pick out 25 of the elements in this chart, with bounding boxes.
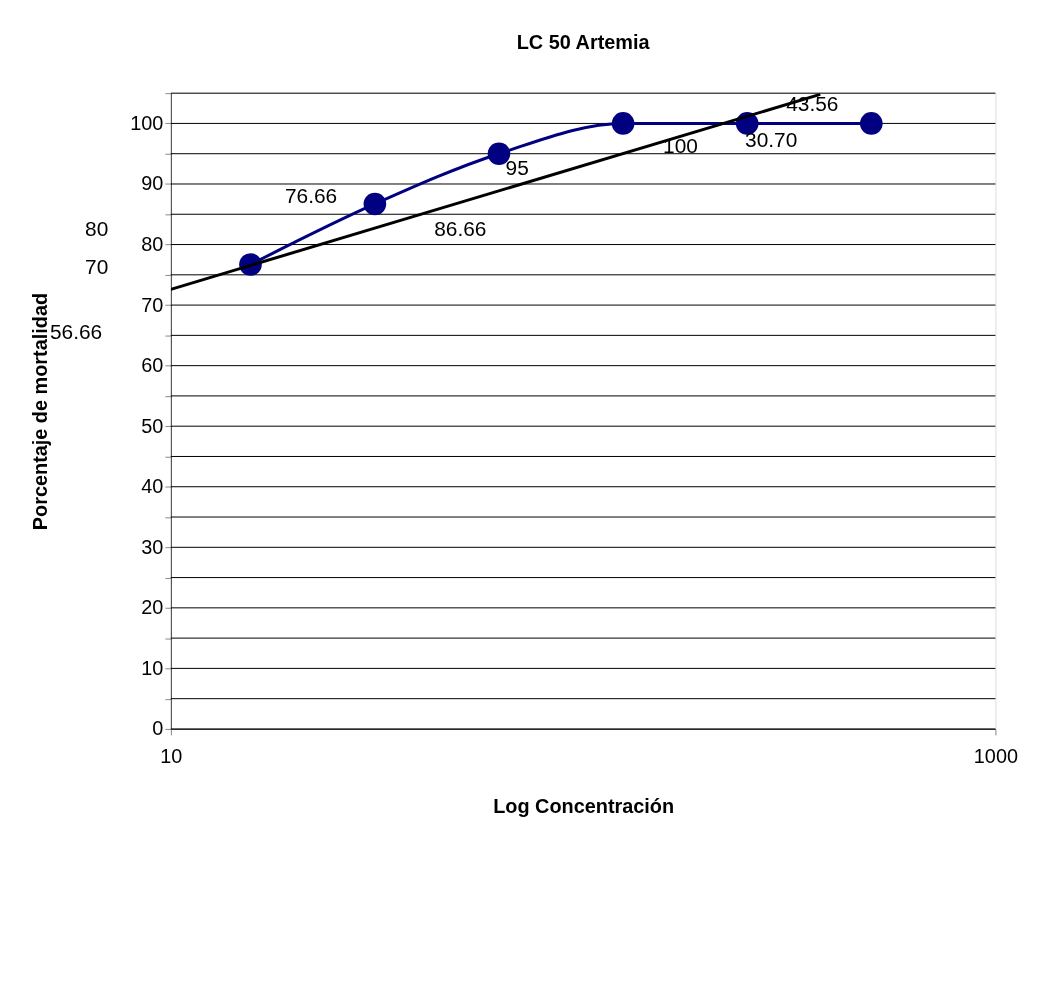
y-tick-label: 20 — [141, 596, 164, 619]
y-tick-label: 60 — [141, 354, 164, 377]
x-tick-label: 1000 — [973, 745, 1018, 768]
point — [363, 192, 387, 216]
annotation: 86.66 — [434, 216, 487, 240]
chart-title: LC 50 Artemia — [516, 30, 651, 53]
text: 56.66 — [49, 320, 103, 344]
text: 70 — [85, 254, 109, 278]
y-tick-label: 70 — [141, 293, 164, 316]
text: 80 — [85, 216, 109, 240]
y-tick-label: 40 — [141, 475, 164, 498]
y-axis-title: Porcentaje de mortalidad — [28, 292, 51, 531]
y-tick-label: 50 — [141, 414, 164, 437]
point — [611, 112, 635, 135]
annotation: 76.66 — [284, 183, 338, 207]
annotation: 30.70 — [745, 128, 798, 152]
x-axis-title: Log Concentración — [493, 794, 675, 817]
annotation: 95 — [505, 155, 529, 179]
y-tick-label: 100 — [130, 111, 164, 134]
y-tick-label: 0 — [152, 717, 164, 740]
y-tick-label: 80 — [141, 233, 164, 255]
y-tick-label: 90 — [141, 172, 164, 195]
point — [859, 112, 883, 135]
y-tick-label: 10 — [141, 656, 164, 679]
y-tick-label: 30 — [141, 535, 164, 558]
